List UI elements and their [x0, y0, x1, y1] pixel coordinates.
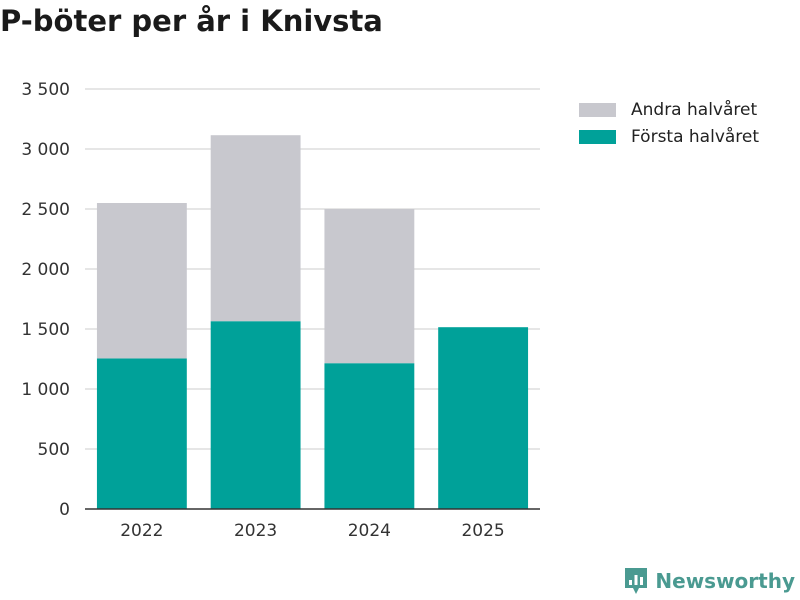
y-tick-label: 1 000: [21, 380, 70, 400]
bar-second-half-2022[interactable]: [96, 203, 187, 359]
y-tick-label: 3 500: [21, 80, 70, 100]
bar-first-half-2024[interactable]: [324, 363, 415, 509]
x-axis-ticks: 2022 2023 2024 2025: [120, 521, 505, 541]
bar-second-half-2024[interactable]: [324, 209, 415, 364]
y-tick-label: 3 000: [21, 140, 70, 160]
legend-item-second-half[interactable]: Andra halvåret: [579, 96, 759, 123]
y-tick-label: 1 500: [21, 320, 70, 340]
x-tick-label: 2025: [461, 521, 504, 541]
bar-first-half-2025[interactable]: [438, 327, 529, 509]
chart-title: P-böter per år i Knivsta: [0, 4, 383, 38]
brand-logo[interactable]: Newsworthy: [623, 566, 795, 596]
bar-first-half-2022[interactable]: [96, 358, 187, 509]
legend-swatch-second-half: [579, 102, 616, 117]
legend: Andra halvåret Första halvåret: [579, 96, 759, 150]
legend-label-second-half: Andra halvåret: [631, 99, 758, 120]
bar-second-half-2023[interactable]: [210, 135, 301, 322]
y-tick-label: 0: [59, 500, 70, 520]
y-tick-label: 500: [38, 440, 70, 460]
brand-name: Newsworthy: [655, 569, 795, 593]
x-tick-label: 2024: [348, 521, 391, 541]
y-tick-label: 2 000: [21, 260, 70, 280]
bars: [96, 135, 529, 509]
bar-first-half-2023[interactable]: [210, 321, 301, 509]
y-axis-ticks: 0 500 1 000 1 500 2 000 2 500 3 000 3 500: [21, 80, 70, 520]
legend-item-first-half[interactable]: Första halvåret: [579, 123, 759, 150]
y-tick-label: 2 500: [21, 200, 70, 220]
x-tick-label: 2023: [234, 521, 277, 541]
x-tick-label: 2022: [120, 521, 163, 541]
legend-label-first-half: Första halvåret: [631, 126, 760, 147]
legend-swatch-first-half: [579, 129, 616, 144]
newsworthy-logo-icon: [625, 568, 648, 594]
